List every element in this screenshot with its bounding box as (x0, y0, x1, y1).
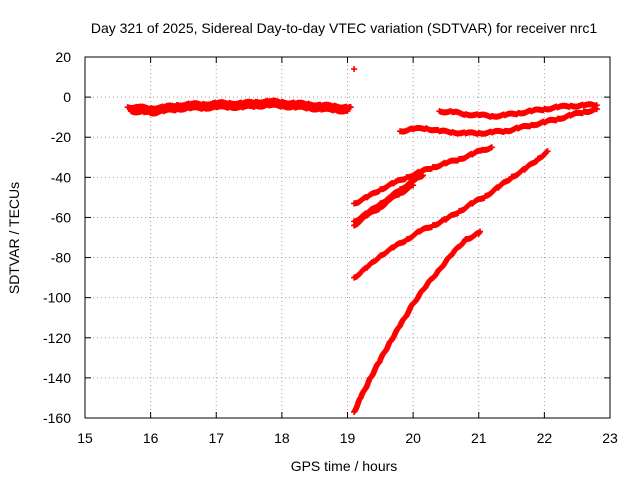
y-tick-label: -60 (51, 209, 71, 225)
x-tick-label: 15 (77, 430, 93, 446)
x-axis-title: GPS time / hours (291, 458, 398, 474)
y-tick-label: 0 (63, 89, 71, 105)
y-tick-label: -120 (43, 330, 71, 346)
y-tick-label: -100 (43, 290, 71, 306)
x-tick-label: 22 (537, 430, 553, 446)
y-tick-label: -40 (51, 169, 71, 185)
series-arc-a-lower (127, 101, 351, 117)
data-point (593, 106, 600, 113)
data-point (344, 108, 351, 115)
series-arc-g (351, 228, 484, 415)
y-tick-label: 20 (55, 49, 71, 65)
data-point (477, 228, 484, 235)
data-point (410, 182, 417, 189)
series-arc-c (397, 105, 600, 137)
y-tick-label: -20 (51, 129, 71, 145)
series-arc-e2 (351, 182, 417, 229)
y-tick-label: -140 (43, 370, 71, 386)
x-tick-label: 23 (602, 430, 618, 446)
axis-ticks: 15 16 17 18 19 20 21 22 23 -160 -140 -120 -100 -80 -60… (43, 49, 618, 446)
x-tick-label: 19 (340, 430, 356, 446)
x-tick-label: 20 (405, 430, 421, 446)
series-outlier (351, 66, 358, 73)
data-point (544, 148, 551, 155)
chart-title: Day 321 of 2025, Sidereal Day-to-day VTE… (91, 20, 597, 36)
x-tick-label: 17 (208, 430, 224, 446)
plot-frame (84, 56, 611, 419)
data-point (488, 144, 495, 151)
x-tick-label: 21 (471, 430, 487, 446)
x-tick-label: 18 (274, 430, 290, 446)
data-markers (124, 66, 600, 415)
y-tick-label: -160 (43, 410, 71, 426)
series-arc-b (436, 101, 600, 120)
y-tick-label: -80 (51, 250, 71, 266)
data-point (351, 66, 358, 73)
series-arc-f (351, 148, 551, 281)
data-point (347, 104, 354, 111)
data-point (419, 172, 426, 179)
x-tick-label: 16 (143, 430, 159, 446)
y-axis-title: SDTVAR / TECUs (6, 182, 22, 294)
data-point (418, 173, 425, 180)
